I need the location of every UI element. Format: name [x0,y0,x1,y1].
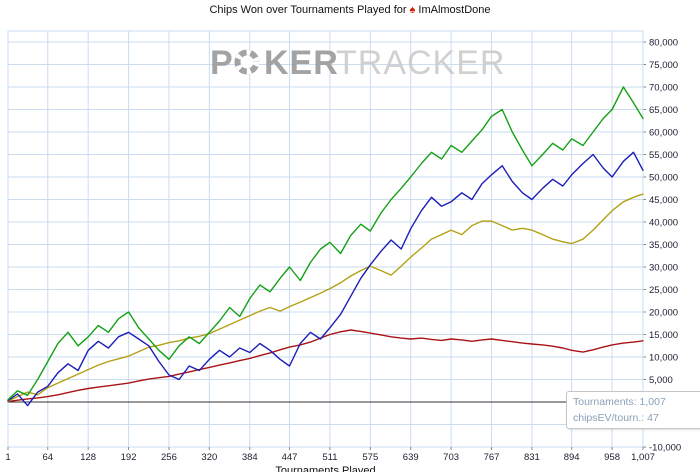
x-tick-label: 703 [443,452,459,463]
series-green-line [7,86,644,401]
x-tick-label: 1 [5,452,10,463]
x-tick-label: 958 [604,452,620,463]
y-tick-label: 65,000 [649,105,678,116]
stats-tooltip: Tournaments: 1,007 chipsEV/tourn.: 47 [566,391,700,429]
x-tick-label: 256 [161,452,177,463]
y-tick-label: 50,000 [649,173,678,184]
y-tick-label: 70,000 [649,83,678,94]
y-tick-label: 5,000 [649,375,673,386]
chart-title-text: Chips Won over Tournaments Played for [209,4,407,16]
y-tick-label: 80,000 [649,38,678,49]
y-tick-label: -10,000 [649,443,681,454]
x-tick-label: 575 [362,452,378,463]
watermark-tracker: TRACKER [336,44,505,82]
x-tick-label: 831 [524,452,540,463]
poker-chip-icon [234,49,260,75]
x-tick-label: 384 [242,452,258,463]
chart-title: Chips Won over Tournaments Played for ♠ Im… [0,4,700,16]
x-tick-label: 767 [484,452,500,463]
y-tick-label: 15,000 [649,330,678,341]
y-tick-label: 20,000 [649,308,678,319]
x-axis-title: Tournaments Played [275,465,376,472]
watermark-ker: KER [264,44,339,82]
series-yellow-line [7,193,644,402]
x-tick-label: 128 [80,452,96,463]
y-tick-label: 60,000 [649,128,678,139]
spade-icon: ♠ [409,4,416,16]
y-tick-label: 35,000 [649,240,678,251]
y-tick-label: 25,000 [649,285,678,296]
player-name: ImAlmostDone [418,4,491,16]
y-tick-label: 40,000 [649,218,678,229]
y-tick-label: 45,000 [649,195,678,206]
y-tick-label: 75,000 [649,60,678,71]
x-tick-label: 1,007 [631,452,655,463]
tooltip-tournaments: Tournaments: 1,007 [573,396,666,408]
plot-frame [7,30,644,448]
watermark-p: P [210,44,234,82]
x-tick-label: 447 [282,452,298,463]
series-blue-line [7,151,644,407]
tooltip-chipsev: chipsEV/tourn.: 47 [573,412,659,424]
y-tick-label: 30,000 [649,263,678,274]
x-tick-label: 894 [564,452,580,463]
y-tick-label: 10,000 [649,353,678,364]
x-tick-label: 320 [201,452,217,463]
x-tick-label: 192 [121,452,137,463]
series-red-line [7,329,644,403]
y-tick-label: 55,000 [649,150,678,161]
x-tick-label: 511 [322,452,337,463]
x-tick-label: 64 [42,452,53,463]
x-tick-label: 639 [403,452,419,463]
